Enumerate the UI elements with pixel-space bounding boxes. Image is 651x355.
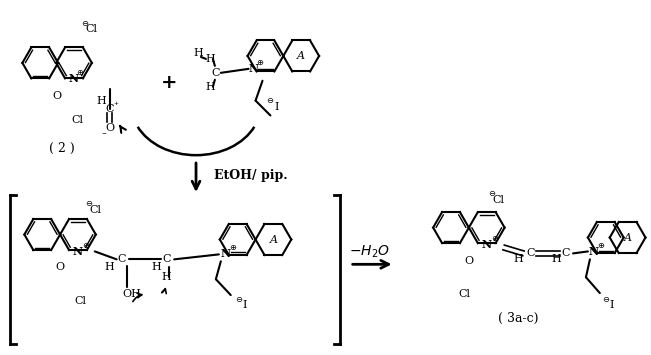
Text: C: C — [526, 248, 534, 258]
Text: A: A — [624, 233, 631, 242]
Text: I: I — [242, 300, 247, 310]
Text: N: N — [73, 246, 83, 257]
Text: H: H — [161, 272, 171, 282]
Text: I: I — [274, 102, 279, 111]
Text: N: N — [249, 63, 258, 74]
Text: N: N — [482, 239, 492, 250]
Text: N: N — [589, 246, 599, 257]
Text: C: C — [162, 254, 171, 264]
Text: $\ominus$: $\ominus$ — [488, 189, 496, 198]
Text: O: O — [55, 262, 64, 272]
Text: Cl: Cl — [71, 115, 83, 125]
Text: C: C — [105, 104, 114, 114]
Text: A: A — [298, 51, 305, 61]
Text: ( 3a-c): ( 3a-c) — [498, 312, 539, 326]
Text: $\ominus$: $\ominus$ — [234, 295, 243, 304]
Text: OH: OH — [122, 289, 141, 299]
Text: H: H — [514, 254, 523, 264]
Text: Cl: Cl — [86, 24, 98, 34]
Text: H: H — [152, 262, 161, 272]
Text: C: C — [212, 68, 220, 78]
Text: $\ominus$: $\ominus$ — [81, 19, 89, 28]
Text: A: A — [270, 235, 277, 245]
Text: N: N — [69, 73, 79, 84]
Text: $\oplus$: $\oplus$ — [491, 234, 499, 243]
Text: $^+$: $^+$ — [112, 100, 120, 109]
Text: $-H_2O$: $-H_2O$ — [349, 243, 390, 260]
Text: H: H — [205, 54, 215, 64]
Text: $\oplus$: $\oplus$ — [229, 243, 237, 252]
Text: +: + — [161, 74, 178, 92]
Text: C: C — [117, 254, 126, 264]
Text: C: C — [562, 248, 570, 258]
Text: $\oplus$: $\oplus$ — [82, 241, 90, 250]
Text: H: H — [105, 262, 115, 272]
Text: H: H — [205, 82, 215, 92]
Text: $\oplus$: $\oplus$ — [597, 241, 605, 250]
Text: ( 2 ): ( 2 ) — [49, 142, 75, 155]
Text: O: O — [105, 124, 115, 133]
Text: O: O — [464, 256, 473, 266]
Text: H: H — [551, 254, 561, 264]
Text: $\oplus$: $\oplus$ — [76, 68, 84, 77]
Text: Cl: Cl — [458, 289, 470, 299]
Text: I: I — [609, 300, 614, 310]
Text: H: H — [193, 48, 203, 58]
Text: Cl: Cl — [90, 205, 102, 215]
Text: $\ominus$: $\ominus$ — [266, 96, 275, 105]
Text: $\oplus$: $\oplus$ — [256, 59, 265, 67]
Text: N: N — [221, 248, 231, 259]
Text: $^-$: $^-$ — [100, 130, 107, 139]
Text: O: O — [53, 91, 62, 101]
Text: Cl: Cl — [493, 195, 505, 205]
Text: Cl: Cl — [74, 296, 86, 306]
Text: $\ominus$: $\ominus$ — [85, 199, 93, 208]
Text: EtOH/ pip.: EtOH/ pip. — [214, 169, 287, 181]
Text: $\ominus$: $\ominus$ — [602, 295, 610, 304]
Text: H: H — [97, 95, 107, 105]
